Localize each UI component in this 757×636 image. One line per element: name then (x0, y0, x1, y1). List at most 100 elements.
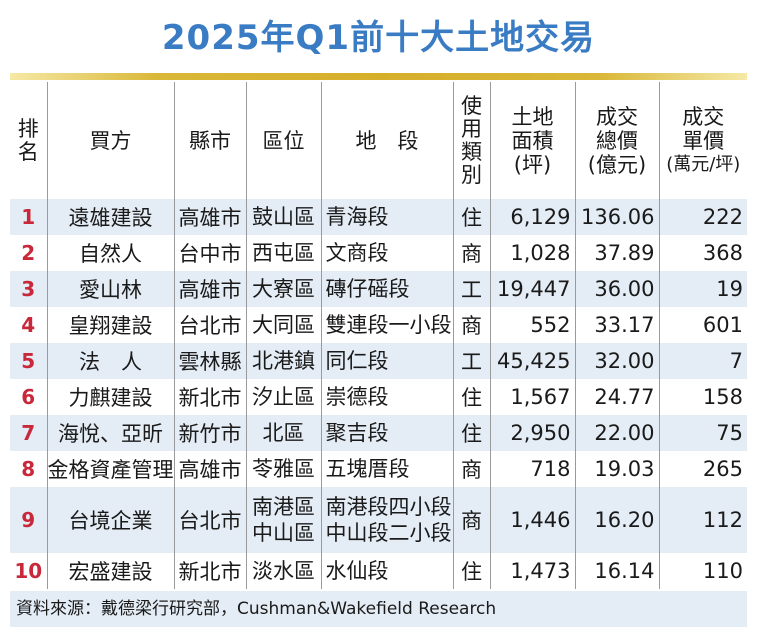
header-row: 排 名 買方 縣市 區位 地 段 使 用 類 別 土地 面積 (坪) 成交 總價… (10, 82, 747, 199)
total-price-cell: 16.14 (574, 553, 660, 589)
source-note: 資料來源：戴德梁行研究部，Cushman&Wakefield Research (10, 591, 747, 627)
table-row: 4 皇翔建設 台北市 大同區 雙連段一小段商 552 33.17 601 (10, 307, 747, 343)
table-row: 6 力麒建設 新北市 汐止區 崇德段 住 1,567 24.77 158 (10, 379, 747, 415)
section-cell: 南港段四小段 中山段二小段 (320, 487, 454, 553)
usage-cell: 工 (452, 271, 491, 307)
header-usage-line: 用 (461, 116, 482, 141)
section-cell: 磚仔磘段 (320, 271, 454, 307)
city-cell: 新北市 (173, 379, 247, 415)
section-line: 磚仔磘段 (325, 277, 410, 301)
header-total-line: (億元) (587, 152, 647, 177)
section-cell: 聚吉段 (320, 415, 454, 451)
usage-cell: 商 (452, 307, 491, 343)
total-price-cell: 32.00 (574, 343, 660, 379)
district-line: 中山區 (252, 521, 315, 545)
area-cell: 1,473 (489, 553, 576, 589)
section-line: 中山段二小段 (325, 521, 452, 545)
city-cell: 台北市 (173, 307, 247, 343)
district-cell: 北港鎮 (245, 343, 322, 379)
usage-cell: 住 (452, 415, 491, 451)
header-unit-price: 成交 單價 (萬元/坪) (658, 82, 747, 199)
area-cell: 45,425 (489, 343, 576, 379)
land-deals-table: 排 名 買方 縣市 區位 地 段 使 用 類 別 土地 面積 (坪) 成交 總價… (10, 82, 747, 589)
district-line: 大同區 (252, 313, 315, 337)
section-line: 五塊厝段 (325, 457, 410, 481)
district-line: 汐止區 (252, 385, 315, 409)
district-line: 北港鎮 (252, 349, 315, 373)
header-buyer: 買方 (46, 82, 175, 199)
district-cell: 大同區 (245, 307, 322, 343)
rank-cell: 9 (10, 487, 48, 553)
rank-cell: 4 (10, 307, 48, 343)
usage-cell: 商 (452, 451, 491, 487)
unit-price-cell: 112 (658, 487, 747, 553)
district-cell: 鼓山區 (245, 199, 322, 235)
usage-cell: 商 (452, 487, 491, 553)
header-rank: 排 名 (10, 82, 48, 199)
city-cell: 台中市 (173, 235, 247, 271)
header-unit-line: 單價 (682, 128, 725, 153)
section-line: 聚吉段 (325, 421, 389, 445)
district-cell: 苓雅區 (245, 451, 322, 487)
buyer-cell: 愛山林 (46, 271, 175, 307)
area-cell: 1,446 (489, 487, 576, 553)
usage-cell: 住 (452, 199, 491, 235)
header-unit-line: 成交 (682, 104, 725, 129)
section-cell: 水仙段 (320, 553, 454, 589)
rank-cell: 10 (10, 553, 48, 589)
total-price-cell: 37.89 (574, 235, 660, 271)
header-rank-line: 名 (17, 139, 39, 164)
section-line: 水仙段 (325, 559, 389, 583)
city-cell: 雲林縣 (173, 343, 247, 379)
district-line: 北區 (262, 421, 305, 445)
section-line: 青海段 (325, 205, 389, 229)
total-price-cell: 16.20 (574, 487, 660, 553)
city-cell: 新竹市 (173, 415, 247, 451)
district-cell: 汐止區 (245, 379, 322, 415)
area-cell: 1,028 (489, 235, 576, 271)
district-line: 淡水區 (252, 559, 315, 583)
buyer-cell: 宏盛建設 (46, 553, 175, 589)
area-cell: 718 (489, 451, 576, 487)
district-line: 大寮區 (252, 277, 315, 301)
section-cell: 雙連段一小段 (320, 307, 454, 343)
table-body: 1 遠雄建設 高雄市 鼓山區 青海段住 6,129 136.06 222 2 自然人 台中市 西屯區文… (10, 199, 747, 589)
unit-price-cell: 601 (658, 307, 747, 343)
rank-cell: 3 (10, 271, 48, 307)
area-cell: 6,129 (489, 199, 576, 235)
unit-price-cell: 110 (658, 553, 747, 589)
city-cell: 高雄市 (173, 451, 247, 487)
city-cell: 高雄市 (173, 271, 247, 307)
area-cell: 19,447 (489, 271, 576, 307)
buyer-cell: 法 人 (46, 343, 175, 379)
usage-cell: 工 (452, 343, 491, 379)
usage-cell: 商 (452, 235, 491, 271)
page-title: 2025年Q1前十大土地交易 (161, 18, 596, 58)
header-area-line: 面積 (511, 128, 554, 153)
table-row: 8 金格資產管理 高雄市 苓雅區 五塊厝段 商 718 19.03 265 (10, 451, 747, 487)
header-unit-line: (萬元/坪) (666, 153, 741, 175)
area-cell: 552 (489, 307, 576, 343)
header-area: 土地 面積 (坪) (489, 82, 576, 199)
buyer-cell: 力麒建設 (46, 379, 175, 415)
buyer-cell: 自然人 (46, 235, 175, 271)
rank-cell: 5 (10, 343, 48, 379)
section-line: 南港段四小段 (325, 495, 452, 519)
table-row: 1 遠雄建設 高雄市 鼓山區 青海段 住 6,129 136.06 222 (10, 199, 747, 235)
table-row: 3 愛山林 高雄市 大寮區 磚仔磘段 工 19,447 36.00 19 (10, 271, 747, 307)
header-usage-line: 別 (461, 162, 482, 187)
section-line: 文商段 (325, 241, 389, 265)
header-rank-line: 排 (17, 116, 39, 141)
rank-cell: 8 (10, 451, 48, 487)
district-line: 苓雅區 (252, 457, 315, 481)
buyer-cell: 海悅、亞昕 (46, 415, 175, 451)
district-cell: 北區 (245, 415, 322, 451)
section-line: 崇德段 (325, 385, 389, 409)
buyer-cell: 遠雄建設 (46, 199, 175, 235)
buyer-cell: 皇翔建設 (46, 307, 175, 343)
header-district: 區位 (245, 82, 322, 199)
header-usage-line: 使 (461, 93, 482, 118)
total-price-cell: 24.77 (574, 379, 660, 415)
unit-price-cell: 158 (658, 379, 747, 415)
